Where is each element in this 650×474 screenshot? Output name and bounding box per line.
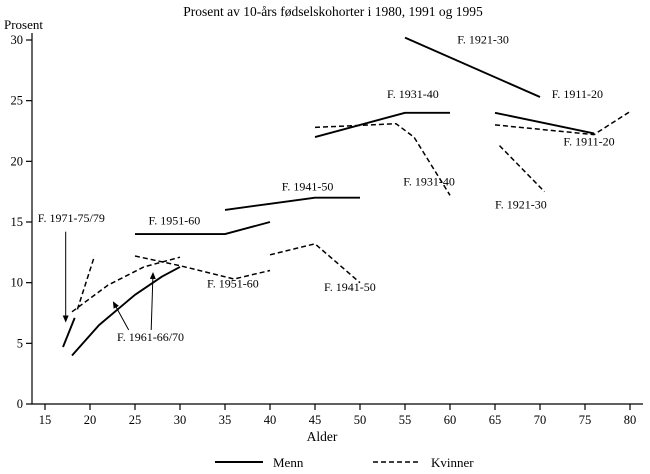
series-kvinner-f-1971-75-79: [76, 255, 96, 310]
x-tick-label-15: 15: [39, 413, 52, 427]
cohort-label-f-1951-60-3: F. 1951-60: [149, 213, 201, 227]
cohort-label-f-1921-30-9: F. 1921-30: [457, 33, 509, 47]
cohort-label-f-1941-50-5: F. 1941-50: [282, 179, 334, 193]
series-kvinner-f-1931-40: [314, 122, 451, 196]
annotation-arrow-2: [112, 301, 130, 331]
y-tick-label-30: 30: [11, 33, 24, 47]
x-tick-label-70: 70: [534, 413, 547, 427]
y-axis-title: Prosent: [4, 17, 43, 32]
axes: 15 20 25 30 35 40 45 50 55 60 65 70 75 80 0 5 10 15 20 25 30: [11, 33, 643, 427]
y-tick-label-20: 20: [11, 154, 24, 168]
annotation-arrows: [62, 231, 156, 331]
series-kvinner-f-1911-20: [494, 110, 631, 136]
y-tick-label-25: 25: [11, 94, 24, 108]
series-menn-f-1961-66-70: [71, 266, 181, 357]
annotation-arrow-3: [149, 271, 156, 331]
legend-kvinner-label: Kvinner: [431, 455, 474, 470]
y-tick-label-10: 10: [11, 276, 24, 290]
series-menn-f-1971-75-79: [62, 317, 76, 348]
x-tick-label-80: 80: [624, 413, 637, 427]
series-kvinner-f-1951-60: [134, 255, 271, 280]
series-menn-f-1921-30: [404, 36, 541, 98]
legend: Menn Kvinner: [215, 455, 474, 470]
cohort-label-f-1951-60-4: F. 1951-60: [207, 277, 259, 291]
cohort-label-f-1931-40-8: F. 1931-40: [403, 175, 455, 189]
cohort-label-f-1931-40-7: F. 1931-40: [387, 87, 439, 101]
x-tick-label-60: 60: [444, 413, 457, 427]
y-tick-label-15: 15: [11, 215, 24, 229]
cohort-label-f-1971-75-79-1: F. 1971-75/79: [38, 211, 105, 225]
cohort-label-f-1921-30-10: F. 1921-30: [495, 198, 547, 212]
x-axis-title: Alder: [307, 429, 338, 444]
x-tick-label-65: 65: [489, 413, 502, 427]
cohort-label-f-1911-20-12: F. 1911-20: [563, 135, 614, 149]
data-series: [62, 36, 631, 357]
x-tick-label-35: 35: [219, 413, 232, 427]
series-menn-f-1941-50: [224, 196, 360, 211]
y-tick-label-0: 0: [17, 397, 23, 411]
x-tick-label-50: 50: [354, 413, 367, 427]
x-tick-label-20: 20: [84, 413, 97, 427]
series-kvinner-f-1921-30: [498, 145, 546, 193]
cohort-label-f-1941-50-6: F. 1941-50: [324, 280, 376, 294]
chart-title: Prosent av 10-års fødselskohorter i 1980…: [183, 4, 483, 19]
series-menn-f-1911-20: [494, 111, 595, 135]
series-menn-f-1931-40: [314, 111, 450, 139]
series-kvinner-f-1961-66-70: [71, 256, 181, 313]
series-menn-f-1951-60: [135, 221, 271, 236]
cohort-labels: F. 1971-75/79 F. 1961-66/70 F. 1951-60 F. 1…: [38, 33, 615, 344]
series-kvinner-f-1941-50: [269, 243, 361, 284]
x-tick-label-25: 25: [129, 413, 142, 427]
x-tick-label-30: 30: [174, 413, 187, 427]
x-tick-label-55: 55: [399, 413, 412, 427]
cohort-label-f-1911-20-11: F. 1911-20: [552, 87, 603, 101]
x-tick-label-75: 75: [579, 413, 592, 427]
x-tick-label-40: 40: [264, 413, 277, 427]
cohort-label-f-1961-66-70-2: F. 1961-66/70: [117, 330, 184, 344]
y-tick-label-5: 5: [17, 336, 23, 350]
legend-menn-label: Menn: [273, 455, 304, 470]
x-tick-label-45: 45: [309, 413, 322, 427]
